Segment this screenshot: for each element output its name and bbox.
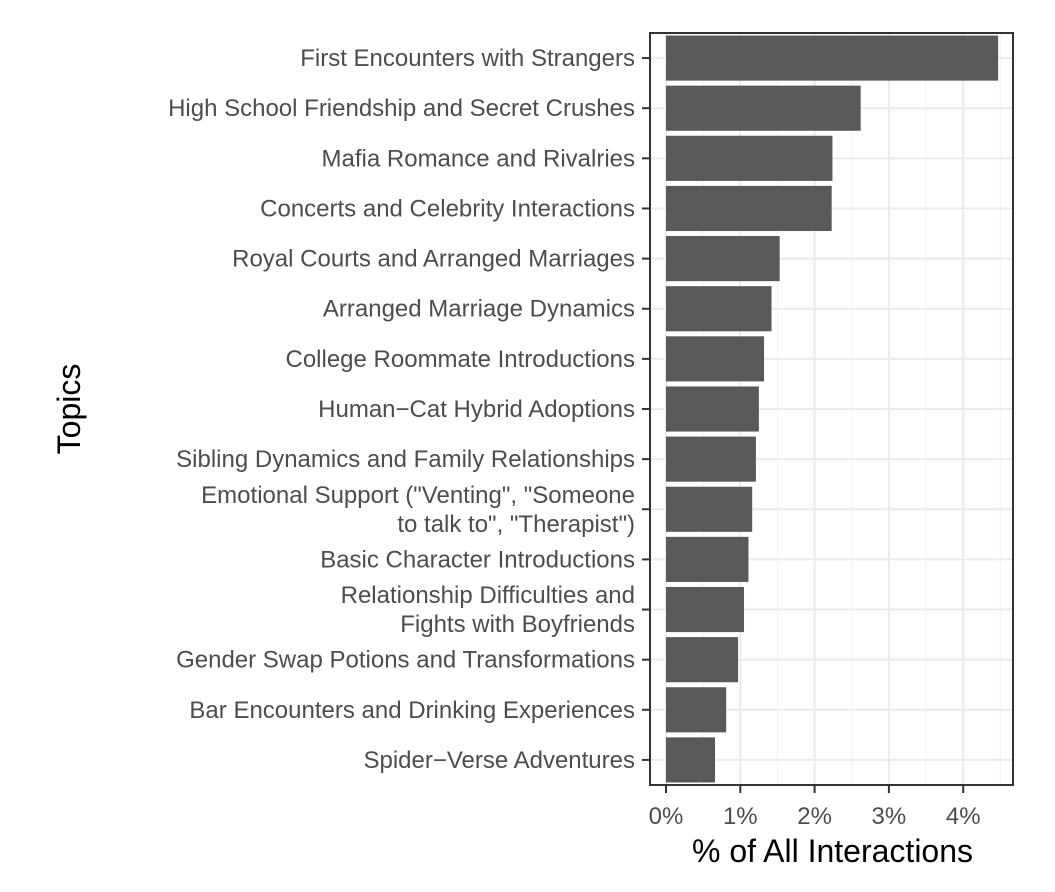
y-axis: First Encounters with Strangers High Scho… <box>168 45 650 774</box>
category-label: Basic Character Introductions <box>320 546 635 573</box>
y-axis-title: Topics <box>51 364 87 455</box>
bar <box>666 336 765 382</box>
bar <box>666 737 716 783</box>
category-label: Relationship Difficulties and <box>341 582 635 609</box>
x-tick-label: 4% <box>946 803 981 830</box>
category-label: Human−Cat Hybrid Adoptions <box>318 396 635 423</box>
category-label: Gender Swap Potions and Transformations <box>176 647 635 674</box>
x-tick-label: 2% <box>797 803 832 830</box>
bar <box>666 586 745 633</box>
bar <box>666 486 753 532</box>
category-label: Bar Encounters and Drinking Experiences <box>189 697 635 724</box>
bar <box>666 35 999 81</box>
bar <box>666 236 780 282</box>
x-tick-label: 1% <box>723 803 758 830</box>
category-label: to talk to", "Therapist") <box>397 511 635 538</box>
bar <box>666 85 861 131</box>
x-tick-label: 3% <box>872 803 907 830</box>
category-label: Emotional Support ("Venting", "Someone <box>201 482 635 509</box>
bar <box>666 185 832 232</box>
category-label: First Encounters with Strangers <box>300 45 635 72</box>
category-label: Sibling Dynamics and Family Relationship… <box>176 446 635 473</box>
bar <box>666 286 772 332</box>
x-tick-label: 0% <box>649 803 684 830</box>
bars <box>666 35 999 783</box>
x-axis-title: % of All Interactions <box>692 833 973 869</box>
category-label: Spider−Verse Adventures <box>363 747 635 774</box>
category-label: Mafia Romance and Rivalries <box>322 145 635 172</box>
bar <box>666 386 759 432</box>
category-label: Concerts and Celebrity Interactions <box>260 195 635 222</box>
x-axis: 0% 1% 2% 3% 4% <box>649 785 981 830</box>
category-label: Fights with Boyfriends <box>400 611 635 638</box>
category-label: College Roommate Introductions <box>285 346 635 373</box>
category-label: Royal Courts and Arranged Marriages <box>232 246 635 273</box>
bar <box>666 536 749 582</box>
bar <box>666 436 756 482</box>
bar <box>666 687 727 733</box>
category-label: Arranged Marriage Dynamics <box>323 296 635 323</box>
bar <box>666 637 739 683</box>
bar <box>666 135 833 181</box>
category-label: High School Friendship and Secret Crushe… <box>168 95 635 122</box>
